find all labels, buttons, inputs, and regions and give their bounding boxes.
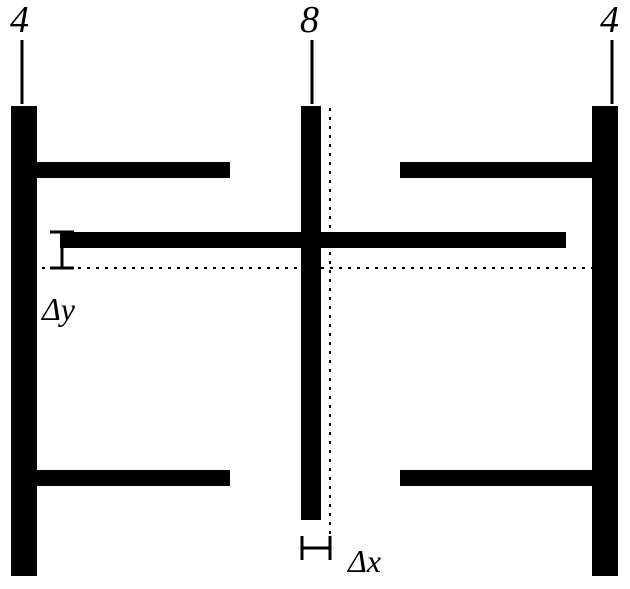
label-delta-x: Δx: [346, 543, 381, 579]
label-delta-y: Δy: [40, 291, 76, 327]
label-right: 4: [600, 0, 619, 41]
label-center: 8: [300, 0, 319, 41]
label-left: 4: [10, 0, 29, 41]
